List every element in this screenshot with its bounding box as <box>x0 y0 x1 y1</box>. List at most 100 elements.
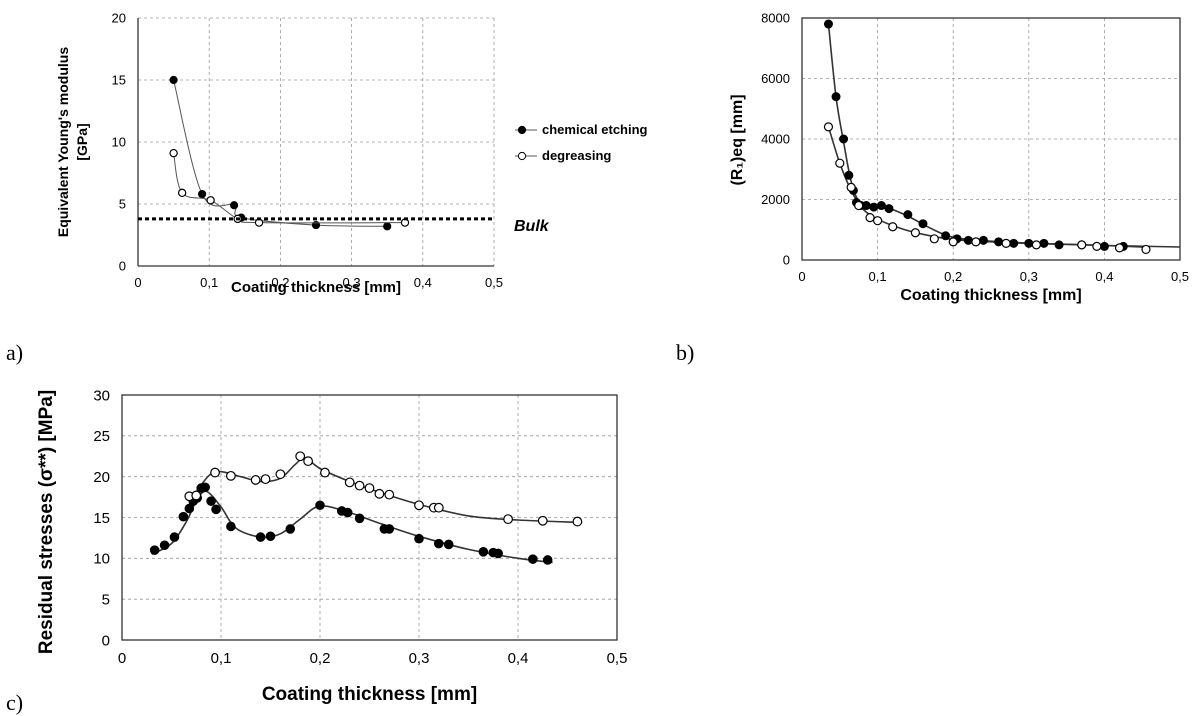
data-point-filled <box>884 204 894 214</box>
data-point-open <box>888 222 898 232</box>
chart-a: 0 0,1 0,2 0,3 0,4 0,5 0 5 10 15 20 Coating thicknes… <box>55 11 648 296</box>
y-tick-label: 15 <box>93 510 110 527</box>
data-point-filled <box>255 532 266 542</box>
x-tick-label: 0,1 <box>869 269 887 284</box>
data-point-filled <box>265 531 276 542</box>
chart-b: 0 0,1 0,2 0,3 0,4 0,5 0 2000 4000 6000 8000 Coating… <box>729 11 1189 304</box>
plot-frame <box>801 17 1181 261</box>
x-tick-label: 0,3 <box>343 275 361 290</box>
data-point-filled <box>184 503 195 514</box>
data-point-filled <box>206 496 216 506</box>
x-tick-label: 0,3 <box>409 650 430 667</box>
data-point-filled <box>1024 238 1034 248</box>
data-point-filled <box>342 507 353 518</box>
data-point-open <box>177 188 187 198</box>
y-tick-label: 10 <box>112 135 126 150</box>
panel-label-c: c) <box>6 690 24 715</box>
x-tick-label: 0 <box>118 650 126 667</box>
data-point-filled <box>978 235 988 245</box>
data-point-filled <box>918 219 928 229</box>
data-point-filled <box>1009 238 1019 248</box>
data-point-open <box>1001 238 1011 248</box>
data-point-open <box>929 234 939 244</box>
data-point-filled <box>230 201 239 210</box>
data-point-filled <box>839 134 849 144</box>
series-curve <box>827 126 1150 249</box>
x-tick-label: 0 <box>134 275 141 290</box>
data-point-filled <box>414 533 424 544</box>
x-tick-label: 0,1 <box>200 275 218 290</box>
plot-area <box>823 19 1180 255</box>
data-point-open <box>191 490 202 501</box>
data-point-open <box>225 470 236 481</box>
data-point-open <box>384 489 395 500</box>
data-point-open <box>414 500 424 511</box>
data-point-open <box>1077 240 1087 250</box>
x-tick-label: 0,4 <box>508 650 529 667</box>
plot-frame <box>121 394 618 641</box>
x-tick-label: 0,4 <box>1095 269 1113 284</box>
data-point-open <box>320 467 330 478</box>
x-tick-label: 0,2 <box>944 269 962 284</box>
y-tick-label: 5 <box>102 591 110 608</box>
x-tick-label: 0,5 <box>607 650 628 667</box>
data-point-filled <box>963 235 973 245</box>
plot-area <box>169 75 410 231</box>
data-point-open <box>1141 244 1151 255</box>
x-tick-label: 0,2 <box>271 275 289 290</box>
data-point-filled <box>384 524 395 534</box>
y-axis-label: [GPa] <box>74 123 90 160</box>
data-point-filled <box>434 538 444 549</box>
y-tick-label: 20 <box>93 469 110 486</box>
data-point-open <box>206 196 215 205</box>
y-tick-label: 20 <box>112 11 126 26</box>
data-point-open <box>169 148 178 158</box>
data-point-filled <box>1054 240 1064 250</box>
y-tick-label: 2000 <box>761 192 790 207</box>
data-point-filled <box>159 540 170 551</box>
data-point-filled <box>876 201 886 211</box>
series-curve <box>827 24 1180 248</box>
data-point-filled <box>149 545 160 555</box>
data-point-open <box>295 451 306 462</box>
data-point-filled <box>197 189 207 199</box>
data-point-open <box>823 122 834 132</box>
data-point-open <box>344 477 355 488</box>
data-point-filled <box>443 539 454 550</box>
data-point-filled <box>285 524 296 534</box>
data-point-filled <box>1099 241 1109 251</box>
y-tick-label: 25 <box>93 428 110 445</box>
data-point-open <box>1031 240 1041 250</box>
data-point-open <box>572 516 583 527</box>
data-point-filled <box>903 210 913 220</box>
legend-label: chemical etching <box>542 122 648 137</box>
y-axis-label: Equivalent Young's modulus <box>55 47 71 237</box>
data-point-filled <box>200 482 210 493</box>
data-point-filled <box>869 202 879 212</box>
data-point-filled <box>861 201 871 211</box>
data-point-open <box>1092 241 1102 251</box>
data-point-open <box>537 515 548 526</box>
data-point-filled <box>354 513 365 524</box>
x-tick-label: 0,5 <box>1171 269 1189 284</box>
series-line <box>173 153 406 224</box>
data-point-filled <box>169 75 178 85</box>
data-point-filled <box>1039 238 1049 248</box>
data-point-open <box>433 502 444 513</box>
data-point-filled <box>994 237 1004 247</box>
y-tick-label: 30 <box>93 387 110 404</box>
x-tick-label: 0 <box>798 269 805 284</box>
data-point-filled <box>211 504 221 515</box>
data-point-filled <box>831 92 841 102</box>
data-point-open <box>846 182 856 192</box>
data-point-open <box>503 514 514 525</box>
data-point-open <box>948 237 958 247</box>
data-point-open <box>835 158 845 168</box>
data-point-filled <box>478 547 489 557</box>
y-tick-label: 8000 <box>761 11 790 26</box>
y-tick-label: 0 <box>119 259 126 274</box>
data-point-open <box>303 456 314 467</box>
data-point-filled <box>542 555 553 565</box>
legend-marker <box>517 125 527 135</box>
